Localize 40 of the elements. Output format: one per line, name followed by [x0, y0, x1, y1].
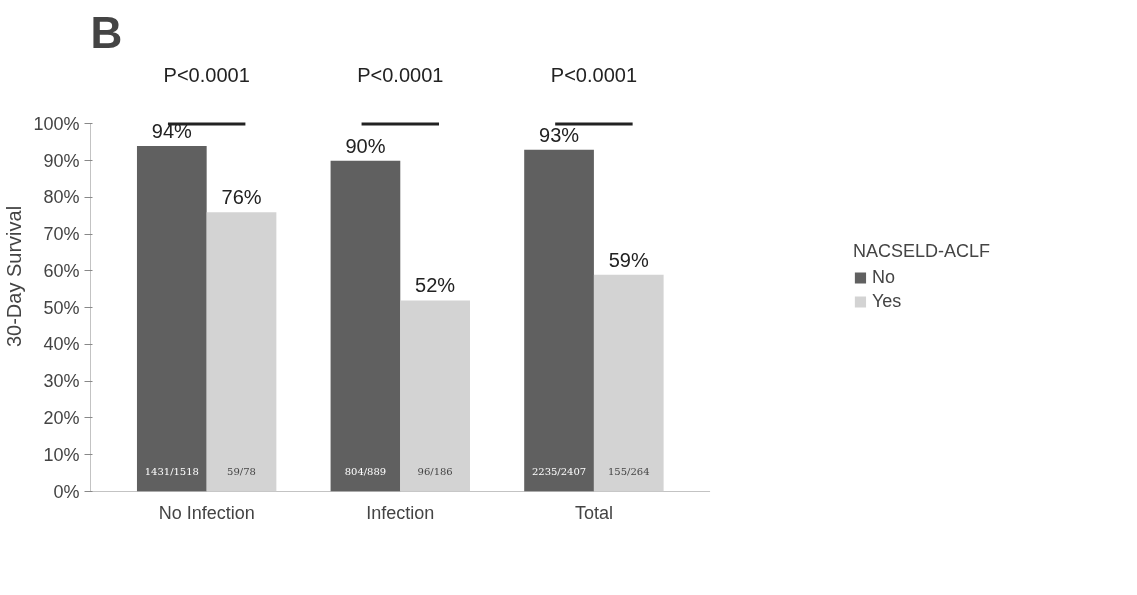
bar	[400, 300, 470, 492]
y-tick-label: 60%	[43, 260, 80, 281]
y-tick-label: 50%	[43, 297, 80, 318]
annotation: 155/264	[607, 465, 650, 477]
legend-label: No	[871, 266, 895, 288]
y-tick-label: 90%	[43, 150, 80, 171]
data-label: 93%	[539, 123, 580, 146]
annotation: 804/889	[344, 465, 387, 477]
y-tick-label: 100%	[33, 113, 80, 134]
x-tick-label: Infection	[366, 502, 435, 523]
legend-label: Yes	[871, 290, 902, 312]
y-tick-label: 0%	[53, 481, 80, 502]
y-tick-label: 70%	[43, 224, 80, 245]
y-tick-label: 30%	[43, 371, 80, 392]
y-axis-title: 30-Day Survival	[3, 205, 26, 348]
annotation: 1431/1518	[144, 465, 199, 477]
data-label: 76%	[221, 186, 262, 209]
y-tick-label: 40%	[43, 334, 80, 355]
y-tick-label: 10%	[43, 444, 80, 465]
text: P<0.0001	[550, 63, 638, 86]
bar	[593, 274, 664, 492]
legend-title: NACSELD-ACLF	[852, 240, 990, 262]
data-label: 90%	[345, 134, 386, 157]
bar	[524, 149, 594, 492]
data-label: 52%	[415, 274, 456, 297]
bar	[330, 160, 401, 492]
bar	[136, 146, 207, 492]
data-label: 94%	[151, 120, 193, 143]
text: P<0.0001	[357, 63, 444, 86]
x-tick-label: No Infection	[158, 502, 255, 523]
y-tick-label: 20%	[43, 408, 80, 428]
chart-title: B	[90, 7, 123, 57]
bar	[206, 212, 277, 492]
y-tick-label: 80%	[43, 187, 80, 208]
annotation: 59/78	[227, 465, 256, 477]
annotation: 96/186	[417, 465, 453, 477]
annotation: 2235/2407	[531, 465, 587, 477]
x-tick-label: Total	[574, 502, 613, 523]
text: P<0.0001	[163, 63, 250, 86]
data-label: 59%	[608, 248, 649, 271]
